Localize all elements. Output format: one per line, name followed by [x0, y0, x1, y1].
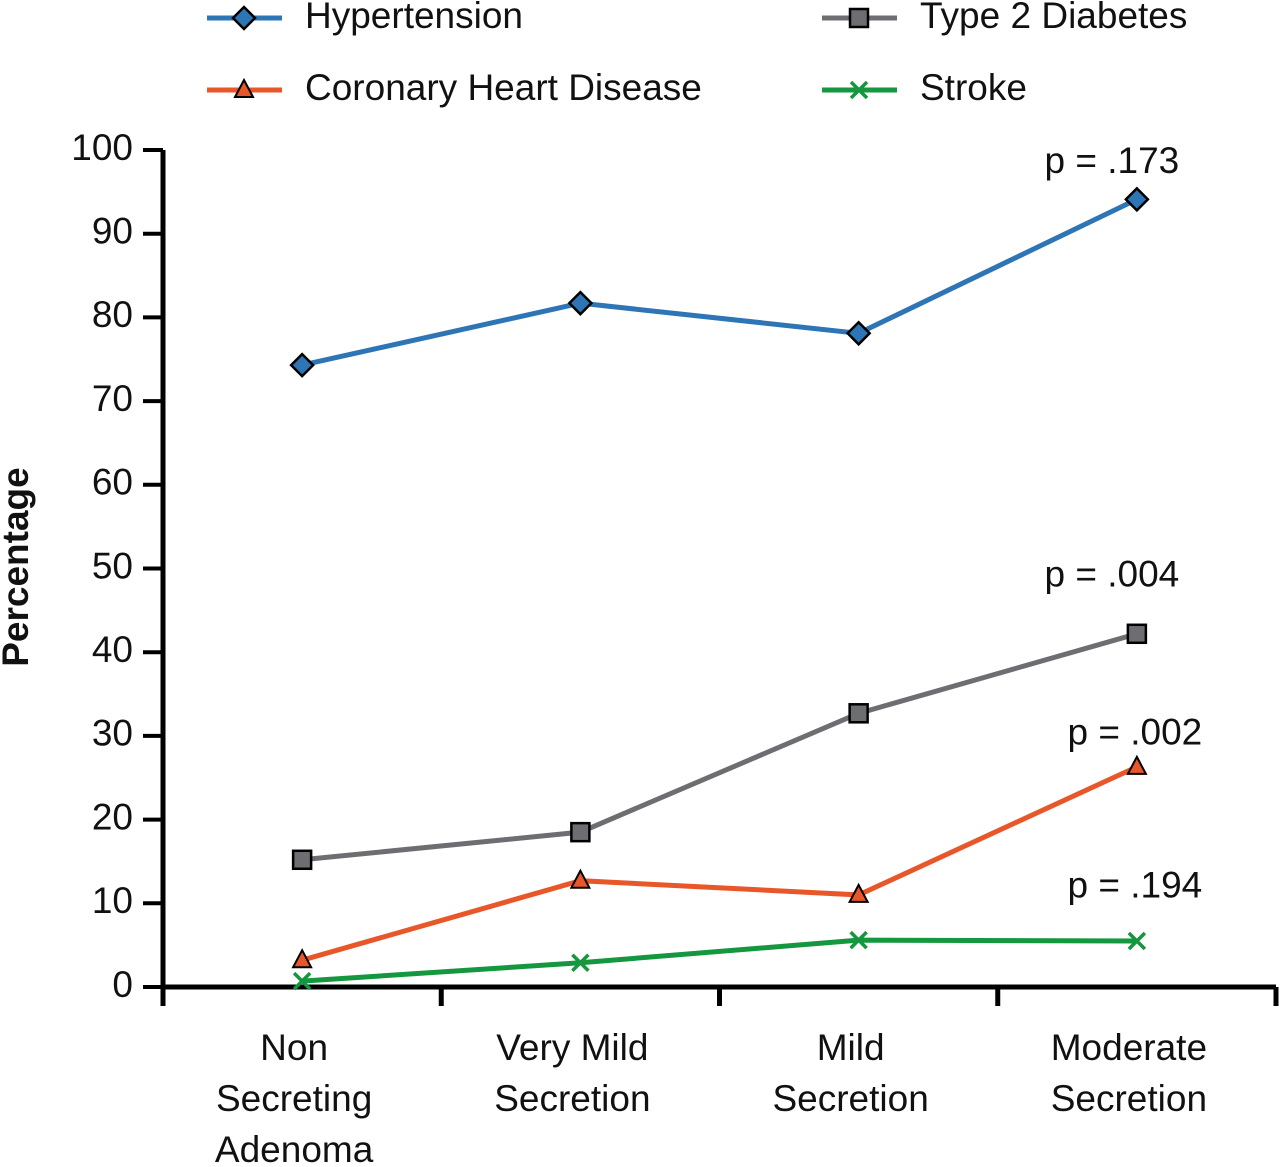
marker — [848, 703, 869, 724]
legend-marker — [848, 7, 870, 29]
annotation: p = .002 — [1067, 712, 1202, 753]
marker — [289, 352, 315, 378]
x-tick-label: Secretion — [772, 1078, 928, 1119]
x-tick-label: Non — [260, 1027, 328, 1068]
marker — [292, 971, 312, 991]
x-tick-label: Secretion — [494, 1078, 650, 1119]
marker — [291, 948, 313, 969]
y-tick-label: 60 — [92, 462, 133, 503]
marker — [847, 882, 870, 903]
x-tick-label: Secreting — [216, 1078, 372, 1119]
series-line — [301, 197, 1138, 368]
series-line — [301, 937, 1137, 984]
marker — [849, 930, 868, 950]
y-tick-label: 80 — [92, 294, 133, 335]
marker — [1126, 754, 1148, 775]
marker — [845, 320, 872, 347]
annotation: p = .173 — [1044, 140, 1179, 181]
legend-label: Hypertension — [305, 0, 523, 36]
series-line — [301, 764, 1138, 963]
x-tick-label: Mild — [817, 1027, 885, 1068]
y-tick-label: 50 — [92, 545, 133, 586]
y-tick-label: 40 — [92, 629, 133, 670]
marker — [1124, 186, 1150, 213]
y-tick-label: 20 — [92, 796, 133, 837]
y-tick-label: 0 — [112, 964, 133, 1005]
x-tick-label: Secretion — [1051, 1078, 1207, 1119]
y-tick-label: 30 — [92, 713, 133, 754]
marker — [569, 868, 592, 889]
y-axis-label: Percentage — [0, 467, 36, 667]
x-tick-label: Adenoma — [215, 1129, 374, 1167]
x-tick-label: Very Mild — [496, 1027, 648, 1068]
y-tick-label: 10 — [92, 880, 133, 921]
y-tick-label: 70 — [92, 378, 133, 419]
series-line — [301, 631, 1138, 863]
legend-marker — [231, 5, 257, 31]
y-tick-label: 90 — [92, 210, 133, 251]
marker — [571, 953, 590, 972]
annotation: p = .004 — [1044, 554, 1179, 595]
marker — [570, 821, 591, 843]
marker — [567, 290, 594, 316]
marker — [1126, 623, 1148, 645]
y-tick-label: 100 — [71, 127, 133, 168]
legend-marker — [233, 77, 255, 98]
legend-marker — [849, 80, 869, 100]
legend-label: Stroke — [920, 67, 1027, 108]
legend-label: Type 2 Diabetes — [920, 0, 1187, 36]
marker — [291, 849, 313, 871]
x-tick-label: Moderate — [1051, 1027, 1207, 1068]
legend-label: Coronary Heart Disease — [305, 67, 702, 108]
annotation: p = .194 — [1067, 865, 1202, 906]
marker — [1127, 931, 1147, 951]
